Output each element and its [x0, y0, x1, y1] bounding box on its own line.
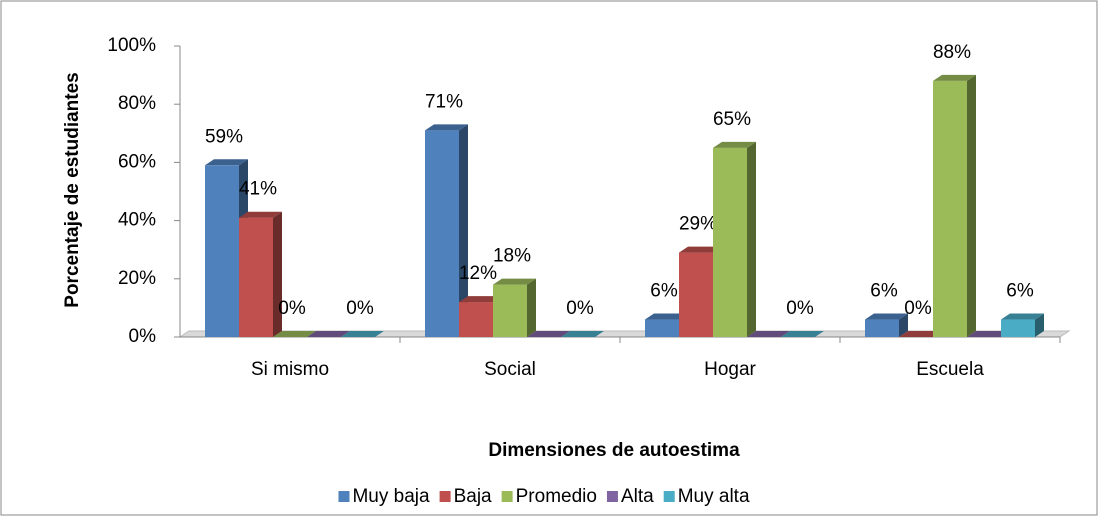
- data-label: 0%: [786, 298, 814, 319]
- bar-front: [425, 130, 459, 337]
- data-label: 6%: [1006, 281, 1034, 302]
- legend-swatch: [664, 491, 675, 502]
- y-tick-label: 100%: [107, 35, 156, 56]
- data-label: 29%: [679, 214, 717, 235]
- x-tick-label: Escuela: [916, 359, 984, 380]
- data-label: 6%: [870, 281, 898, 302]
- data-label: 6%: [650, 281, 678, 302]
- legend-label: Baja: [454, 486, 492, 507]
- data-label: 0%: [278, 298, 306, 319]
- bar-side: [747, 142, 756, 337]
- bar-front: [679, 253, 713, 337]
- data-label: 59%: [205, 126, 243, 147]
- bar-front: [865, 320, 899, 337]
- bar-front: [205, 165, 239, 337]
- y-axis-title: Porcentaje de estudiantes: [62, 72, 83, 307]
- bar: [239, 212, 282, 337]
- bar-front: [239, 218, 273, 337]
- bar: [713, 142, 756, 337]
- data-label: 88%: [933, 42, 971, 63]
- bar-front: [1001, 320, 1035, 337]
- y-tick-label: 40%: [118, 210, 156, 231]
- x-tick-label: Hogar: [704, 359, 756, 380]
- bar: [1001, 314, 1044, 337]
- y-tick-label: 20%: [118, 268, 156, 289]
- data-label: 12%: [459, 263, 497, 284]
- data-label: 71%: [425, 91, 463, 112]
- data-label: 0%: [904, 298, 932, 319]
- x-tick-label: Si mismo: [251, 359, 329, 380]
- data-label: 18%: [493, 246, 531, 267]
- x-tick-label: Social: [484, 359, 536, 380]
- data-label: 65%: [713, 109, 751, 130]
- y-tick-label: 80%: [118, 93, 156, 114]
- bar-side: [527, 279, 536, 337]
- bar-front: [493, 285, 527, 337]
- legend-swatch: [440, 491, 451, 502]
- y-tick-label: 60%: [118, 151, 156, 172]
- bar: [865, 314, 908, 337]
- legend-label: Muy alta: [678, 486, 750, 507]
- legend-swatch: [607, 491, 618, 502]
- y-tick-label: 0%: [129, 326, 157, 347]
- bar-front: [713, 148, 747, 337]
- data-label: 41%: [239, 179, 277, 200]
- data-label: 0%: [346, 298, 374, 319]
- legend-swatch: [502, 491, 513, 502]
- data-label: 0%: [566, 298, 594, 319]
- bar-side: [967, 75, 976, 337]
- legend-label: Promedio: [516, 486, 597, 507]
- bar-front: [933, 81, 967, 337]
- legend-label: Muy baja: [352, 486, 430, 507]
- x-axis-title: Dimensiones de autoestima: [488, 440, 740, 461]
- legend-swatch: [338, 491, 349, 502]
- bar: [493, 279, 536, 337]
- bar-front: [645, 320, 679, 337]
- bar: [933, 75, 976, 337]
- bar-front: [459, 302, 493, 337]
- legend-label: Alta: [621, 486, 654, 507]
